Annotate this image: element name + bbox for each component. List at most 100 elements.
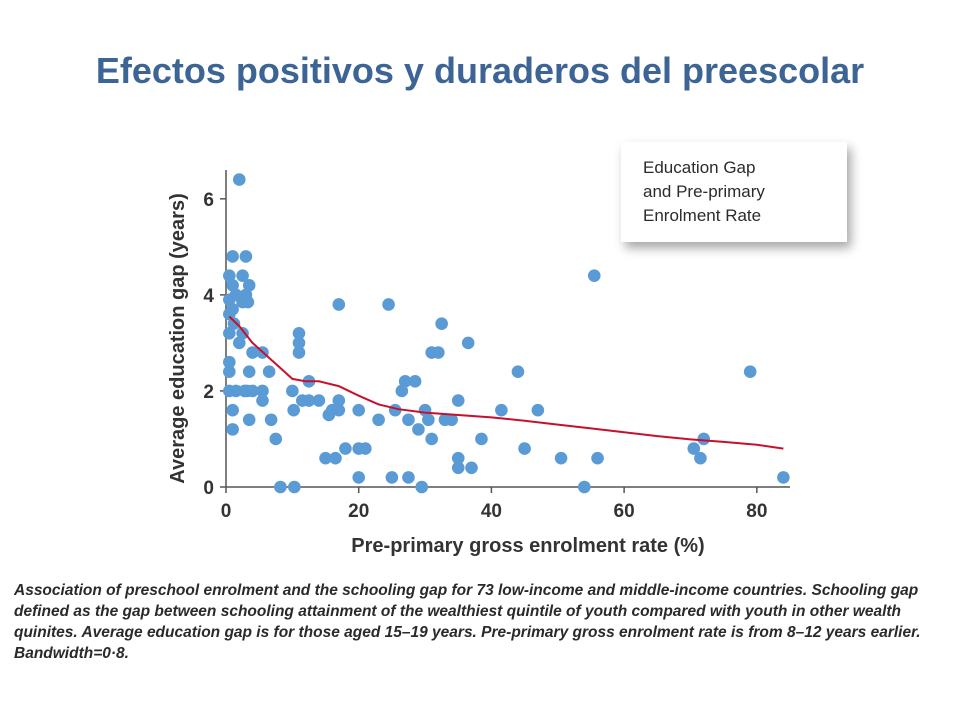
data-point <box>451 394 465 407</box>
data-point <box>269 432 283 446</box>
data-point <box>372 413 385 427</box>
chart-title-line-1: Education Gap <box>643 158 756 177</box>
data-point <box>229 384 243 398</box>
data-point <box>415 480 429 494</box>
x-tick-label: 0 <box>221 501 232 522</box>
data-point <box>495 403 508 417</box>
x-tick-label: 40 <box>481 501 502 522</box>
data-point <box>352 471 366 484</box>
data-point <box>226 250 239 263</box>
smoothed-trend-line <box>228 315 784 450</box>
data-point <box>223 293 236 306</box>
y-tick-label: 4 <box>203 286 214 307</box>
data-point <box>451 461 465 475</box>
data-point <box>232 173 246 186</box>
data-point <box>587 269 601 282</box>
data-point <box>402 413 415 427</box>
slide-title: Efectos positivos y duraderos del preesc… <box>95 50 865 91</box>
data-point <box>256 394 269 407</box>
data-point <box>288 480 301 494</box>
chart-title-box: Education Gap and Pre-primary Enrolment … <box>621 142 847 242</box>
data-point <box>232 336 246 350</box>
x-axis-label: Pre-primary gross enrolment rate (%) <box>351 535 704 557</box>
data-point <box>697 432 711 446</box>
data-point <box>694 451 707 465</box>
data-point <box>226 423 239 436</box>
data-point <box>422 413 435 427</box>
data-point <box>287 403 300 417</box>
data-point <box>475 432 488 446</box>
data-point <box>226 278 239 292</box>
y-tick-label: 6 <box>203 190 214 211</box>
data-point <box>292 346 306 359</box>
data-point <box>402 471 415 484</box>
chart-title-line-2: and Pre-primary <box>643 182 765 201</box>
data-point <box>382 298 395 311</box>
data-point <box>332 403 346 417</box>
data-point <box>223 355 236 369</box>
data-point <box>242 413 256 427</box>
data-point <box>319 451 332 465</box>
data-point <box>743 365 757 379</box>
data-point <box>236 269 249 282</box>
data-point <box>435 317 448 330</box>
data-point <box>332 394 346 407</box>
data-point <box>511 365 525 379</box>
chart-title-line-3: Enrolment Rate <box>643 206 762 225</box>
x-tick-label: 80 <box>746 501 767 522</box>
data-point <box>236 327 249 340</box>
data-point <box>329 451 342 465</box>
data-point <box>352 403 366 417</box>
data-point <box>359 442 372 455</box>
y-tick-label: 0 <box>203 478 214 499</box>
data-point <box>687 442 701 455</box>
data-point <box>223 307 236 321</box>
figure-caption: Association of preschool enrolment and t… <box>14 582 921 662</box>
data-point <box>312 394 326 407</box>
data-point <box>451 451 465 465</box>
data-point <box>461 336 475 350</box>
data-point <box>246 384 259 398</box>
y-axis-label: Average education gap (years) <box>167 193 189 483</box>
data-point <box>445 413 458 427</box>
x-tick-label: 60 <box>614 501 635 522</box>
data-point <box>465 461 478 475</box>
data-point <box>777 471 790 484</box>
data-point <box>292 336 306 350</box>
data-point <box>264 413 278 427</box>
data-point <box>239 250 253 263</box>
data-point <box>223 269 236 282</box>
data-point <box>322 408 336 422</box>
data-point <box>395 384 409 398</box>
data-point <box>398 375 412 388</box>
data-point <box>425 432 438 446</box>
data-point <box>432 346 445 359</box>
data-point <box>241 295 255 309</box>
data-point <box>385 471 399 484</box>
data-point <box>412 423 425 436</box>
data-point <box>591 451 604 465</box>
data-point <box>226 403 239 417</box>
data-point <box>256 384 269 398</box>
data-point <box>578 480 591 494</box>
x-tick-label: 20 <box>348 501 369 522</box>
data-point <box>531 403 545 417</box>
y-tick-label: 2 <box>203 382 214 403</box>
data-point <box>274 480 287 494</box>
data-point <box>227 317 241 330</box>
data-point <box>242 278 256 292</box>
data-point <box>302 394 316 407</box>
data-point <box>223 327 236 340</box>
data-point <box>518 442 531 455</box>
data-point <box>246 346 259 359</box>
data-point <box>242 365 256 379</box>
data-point <box>292 327 306 340</box>
data-point <box>223 365 236 379</box>
data-point <box>408 375 422 388</box>
data-point <box>339 442 352 455</box>
data-point <box>262 365 276 379</box>
data-point <box>554 451 568 465</box>
data-point <box>286 384 299 398</box>
data-point <box>332 298 346 311</box>
